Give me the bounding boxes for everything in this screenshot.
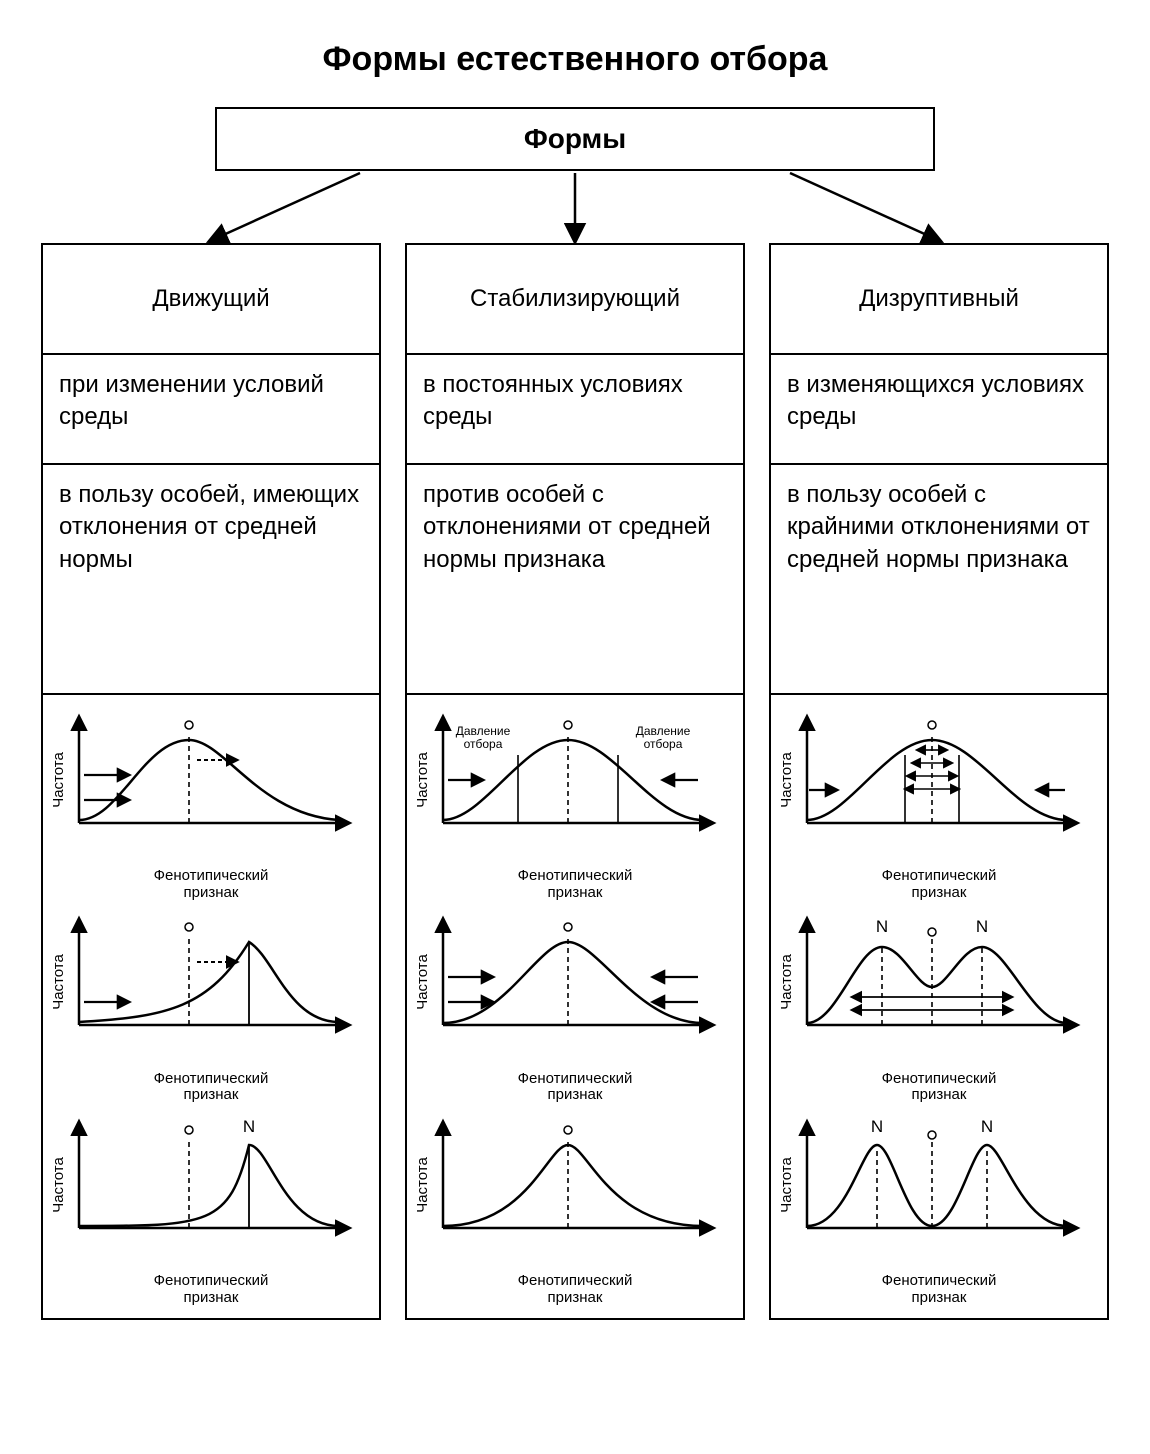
tree-arrows	[40, 171, 1110, 243]
condition-cell: при изменении условий среды	[43, 355, 379, 465]
graph-2-2: Частота N N	[777, 1110, 1101, 1269]
graph-0-2: Частота N	[49, 1110, 373, 1269]
condition-cell: в постоянных условиях среды	[407, 355, 743, 465]
graph-0-1: Частота	[49, 907, 373, 1066]
x-axis-caption: Фенотипическийпризнак	[49, 868, 373, 901]
svg-text:Частота: Частота	[414, 954, 431, 1010]
graphs-cell: Частота Фенотипическийпризнак Частота Фено…	[43, 695, 379, 1318]
graph-2-0: Частота	[777, 705, 1101, 864]
svg-text:Частота: Частота	[414, 1156, 431, 1212]
x-axis-caption: Фенотипическийпризнак	[777, 868, 1101, 901]
x-axis-caption: Фенотипическийпризнак	[413, 868, 737, 901]
graph-1-0: ЧастотаДавлениеотбораДавлениеотбора	[413, 705, 737, 864]
column-1: Стабилизи­рующийв постоянных условиях ср…	[405, 243, 745, 1320]
x-axis-caption: Фенотипическийпризнак	[413, 1273, 737, 1306]
column-0: Движущийпри изменении условий средыв пол…	[41, 243, 381, 1320]
svg-text:Частота: Частота	[414, 752, 431, 808]
svg-text:Давление: Давление	[456, 724, 511, 738]
root-node: Формы	[215, 107, 935, 171]
svg-text:N: N	[976, 917, 988, 936]
svg-text:Частота: Частота	[50, 1156, 67, 1212]
column-2: Дизруптивныйв изменяющихся условиях сред…	[769, 243, 1109, 1320]
graph-1-2: Частота	[413, 1110, 737, 1269]
x-axis-caption: Фенотипическийпризнак	[777, 1273, 1101, 1306]
condition-cell: в изменяющихся условиях среды	[771, 355, 1107, 465]
x-axis-caption: Фенотипическийпризнак	[49, 1273, 373, 1306]
svg-text:Частота: Частота	[50, 954, 67, 1010]
description-cell: в пользу осо­бей, имеющих отклонения от …	[43, 465, 379, 695]
column-header: Движущий	[43, 245, 379, 355]
svg-text:N: N	[876, 917, 888, 936]
svg-text:отбора: отбора	[644, 737, 683, 751]
columns-container: Движущийпри изменении условий средыв пол…	[40, 243, 1110, 1320]
svg-text:Частота: Частота	[778, 954, 795, 1010]
description-cell: против особей с отклонениями от средней …	[407, 465, 743, 695]
svg-text:N: N	[871, 1117, 883, 1136]
svg-text:N: N	[243, 1117, 255, 1136]
graph-0-0: Частота	[49, 705, 373, 864]
graph-2-1: Частота N N	[777, 907, 1101, 1066]
column-header: Стабилизи­рующий	[407, 245, 743, 355]
graphs-cell: ЧастотаДавлениеотбораДавлениеотбораФенот…	[407, 695, 743, 1318]
svg-text:отбора: отбора	[464, 737, 503, 751]
description-cell: в пользу особей с крайними отклонениями …	[771, 465, 1107, 695]
svg-text:N: N	[981, 1117, 993, 1136]
graphs-cell: Частота Фенотипическийпризнак Частота N N Фе…	[771, 695, 1107, 1318]
x-axis-caption: Фенотипическийпризнак	[413, 1071, 737, 1104]
svg-text:Давление: Давление	[636, 724, 691, 738]
x-axis-caption: Фенотипическийпризнак	[49, 1071, 373, 1104]
svg-text:Частота: Частота	[778, 752, 795, 808]
svg-text:Частота: Частота	[50, 752, 67, 808]
column-header: Дизруптивный	[771, 245, 1107, 355]
page-title: Формы естественного отбора	[40, 40, 1110, 79]
graph-1-1: Частота	[413, 907, 737, 1066]
x-axis-caption: Фенотипическийпризнак	[777, 1071, 1101, 1104]
svg-text:Частота: Частота	[778, 1156, 795, 1212]
